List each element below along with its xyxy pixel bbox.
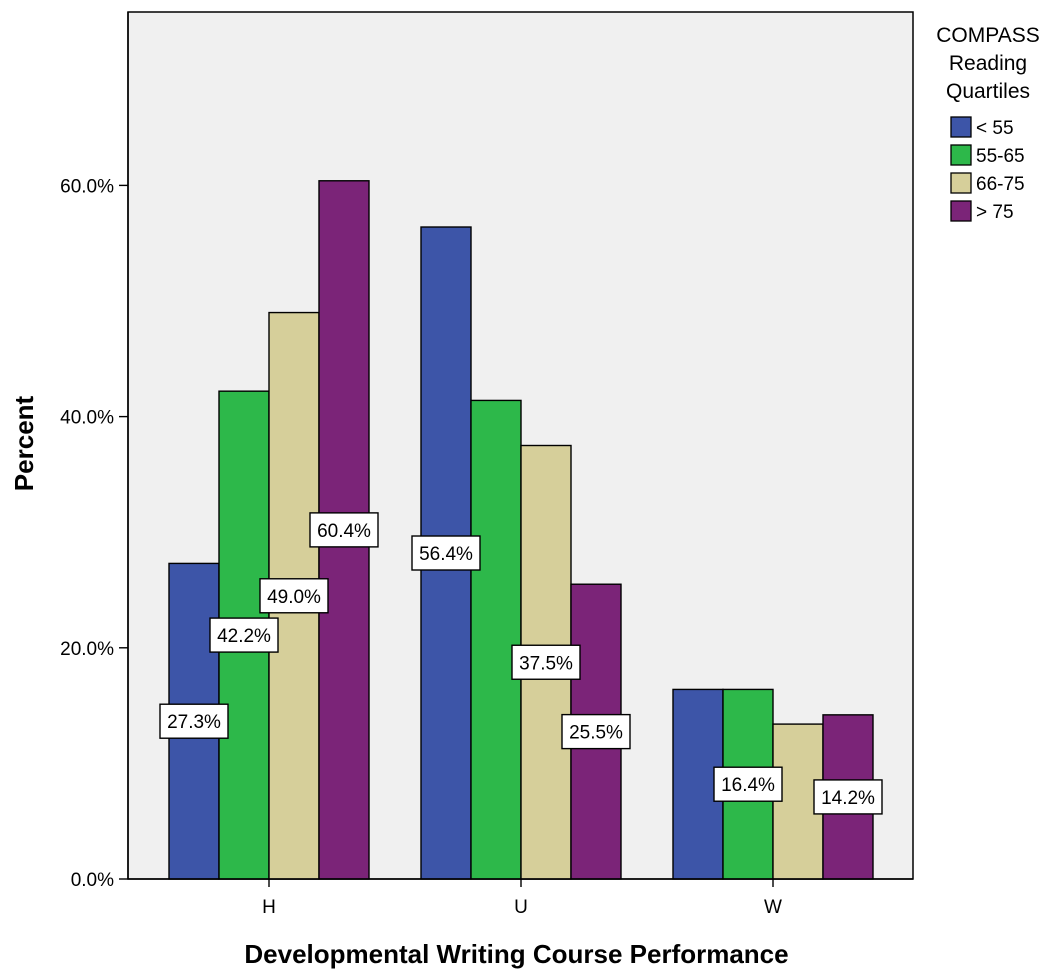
data-label: 25.5% (569, 723, 623, 744)
y-tick-label: 0.0% (71, 870, 114, 891)
data-label-box (713, 766, 783, 802)
data-label: 37.5% (519, 653, 573, 674)
data-label: 16.4% (721, 775, 775, 796)
legend: COMPASS Reading Quartiles < 55 55-65 66-75 > … (936, 24, 1039, 223)
bar-u-2 (470, 399, 522, 880)
x-axis-title: Developmental Writing Course Performance (244, 939, 788, 969)
data-label-box (259, 578, 329, 614)
data-label-box (159, 703, 229, 739)
legend-title-line: COMPASS (936, 24, 1039, 47)
data-label: 56.4% (419, 544, 473, 565)
x-tick-label: U (514, 897, 528, 918)
y-tick-label: 40.0% (60, 408, 114, 429)
data-labels-layer: 27.3% 42.2% 49.0% 60.4% 56.4% 37.5% 25.5% 16.4%… (159, 512, 883, 815)
legend-label-1: < 55 (976, 118, 1014, 139)
data-label-box (561, 713, 631, 750)
legend-swatch-4 (950, 200, 972, 222)
data-label: 60.4% (317, 521, 371, 542)
legend-swatch-3 (950, 172, 972, 194)
y-tick-label: 60.0% (60, 176, 114, 197)
legend-label-4: > 75 (976, 202, 1014, 223)
legend-label-3: 66-75 (976, 174, 1025, 195)
y-axis-title: Percent (9, 395, 39, 491)
data-label: 14.2% (821, 788, 875, 809)
data-label: 27.3% (167, 712, 221, 733)
data-label-box (209, 617, 279, 653)
data-label-box (411, 535, 481, 571)
data-label-box (309, 512, 379, 548)
data-label: 49.0% (267, 587, 321, 608)
legend-swatch-2 (950, 144, 972, 166)
legend-items: < 55 55-65 66-75 > 75 (950, 116, 1025, 223)
x-tick-label: W (764, 897, 782, 918)
data-label-box (813, 779, 883, 815)
legend-swatch-1 (950, 116, 972, 138)
legend-title-line: Quartiles (946, 80, 1030, 103)
y-tick-label: 20.0% (60, 639, 114, 660)
data-label-box (511, 644, 581, 680)
legend-title-line: Reading (949, 52, 1027, 75)
axes-layer: 0.0% 20.0% 40.0% 60.0% H U W (60, 12, 913, 918)
legend-label-2: 55-65 (976, 146, 1025, 167)
data-label: 42.2% (217, 626, 271, 647)
x-tick-label: H (262, 897, 276, 918)
legend-title: COMPASS Reading Quartiles (936, 24, 1039, 103)
